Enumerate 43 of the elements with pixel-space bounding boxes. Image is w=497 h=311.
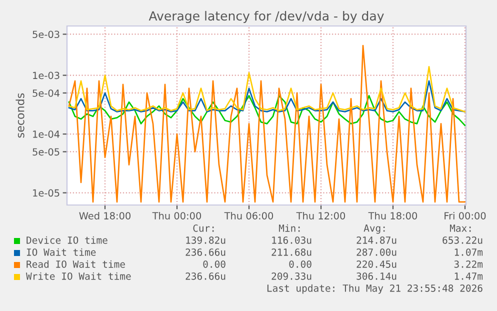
legend-label: Device IO time [26, 236, 108, 244]
text: 139.82u [186, 236, 226, 244]
x-tick-label: Fri 00:00 [444, 212, 486, 220]
x-tick-label: Thu 06:00 [224, 212, 274, 220]
text: 236.66u [186, 248, 226, 256]
y-tick-label: 5e-05 [32, 148, 60, 156]
text: 1.07m [454, 248, 483, 256]
chart-title: Average latency for /dev/vda - by day [148, 10, 384, 24]
text: 214.87u [356, 236, 396, 244]
legend-label: Read IO Wait time [26, 260, 125, 268]
x-tick-label: Thu 12:00 [296, 212, 346, 220]
text: Max: [450, 224, 471, 232]
legend-label: IO Wait time [26, 248, 96, 256]
line-series [68, 44, 466, 203]
text: 211.68u [272, 248, 312, 256]
y-tick-label: 1e-04 [33, 130, 60, 138]
legend-label: Write IO Wait time [26, 272, 131, 280]
x-tick-label: Wed 18:00 [79, 212, 131, 220]
text: 306.14u [356, 272, 396, 280]
text: 0.00 [203, 260, 226, 268]
text: 1.47m [454, 272, 483, 280]
line-series [68, 80, 466, 112]
line-series [68, 94, 466, 126]
x-tick-label: Thu 18:00 [368, 212, 418, 220]
y-tick-label: 5e-03 [32, 30, 60, 38]
text: Avg: [364, 224, 385, 234]
text: Last update: Thu May 21 23:55:48 2026 [267, 284, 482, 294]
text: 0.00 [289, 260, 312, 268]
text: 3.22m [454, 260, 483, 268]
text: 220.45u [356, 260, 396, 268]
y-axis-title: seconds [16, 93, 24, 138]
text: 209.33u [272, 272, 312, 280]
text: 653.22u [442, 236, 482, 244]
text: 236.66u [186, 272, 226, 280]
y-tick-label: 1e-03 [33, 72, 60, 80]
text: 116.03u [272, 236, 312, 244]
text: 287.00u [356, 248, 396, 256]
text: Min: [278, 224, 300, 232]
text: Cur: [193, 224, 214, 232]
x-tick-label: Thu 00:00 [152, 212, 202, 220]
y-tick-label: 1e-05 [33, 189, 60, 197]
y-tick-label: 5e-04 [32, 89, 60, 97]
line-series [68, 66, 466, 112]
